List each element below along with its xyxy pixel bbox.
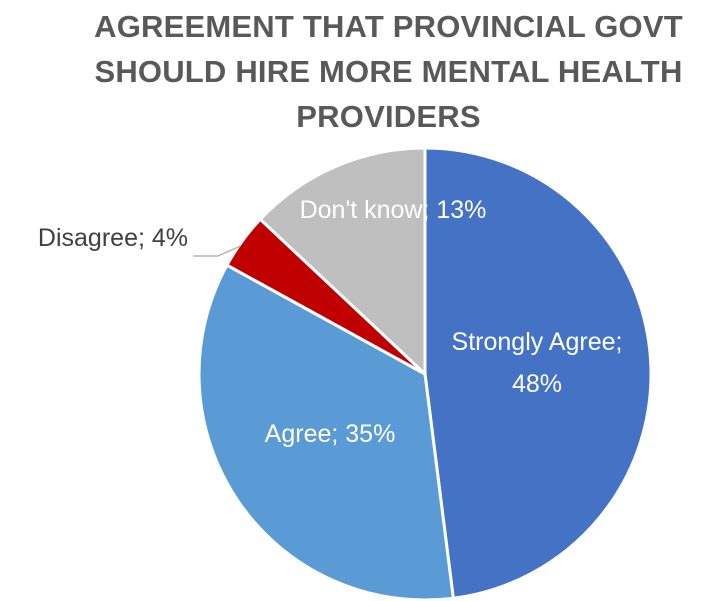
- data-label-line: Agree; 35%: [265, 420, 396, 448]
- chart-title-line-3: PROVIDERS: [296, 99, 481, 134]
- data-label-strongly-agree: Strongly Agree; 48%: [452, 328, 623, 398]
- data-label-line: Don't know; 13%: [300, 196, 487, 224]
- data-label-line: Strongly Agree;: [452, 328, 623, 356]
- pie-slice-don-t-know: [258, 146, 427, 378]
- data-label-agree: Agree; 35%: [265, 420, 396, 448]
- pie-slice-agree: [197, 263, 456, 601]
- data-label-line: Disagree; 4%: [38, 224, 188, 252]
- pie-slice-strongly-agree: [423, 146, 653, 600]
- data-label-disagree: Disagree; 4%: [38, 224, 188, 252]
- chart-title: AGREEMENT THAT PROVINCIAL GOVT SHOULD HI…: [60, 4, 717, 139]
- chart-title-line-2: SHOULD HIRE MORE MENTAL HEALTH: [94, 54, 683, 89]
- data-label-don-t-know: Don't know; 13%: [300, 196, 487, 224]
- data-label-line: 48%: [512, 370, 562, 398]
- chart-title-line-1: AGREEMENT THAT PROVINCIAL GOVT: [94, 9, 683, 44]
- leader-line-disagree: [193, 245, 241, 257]
